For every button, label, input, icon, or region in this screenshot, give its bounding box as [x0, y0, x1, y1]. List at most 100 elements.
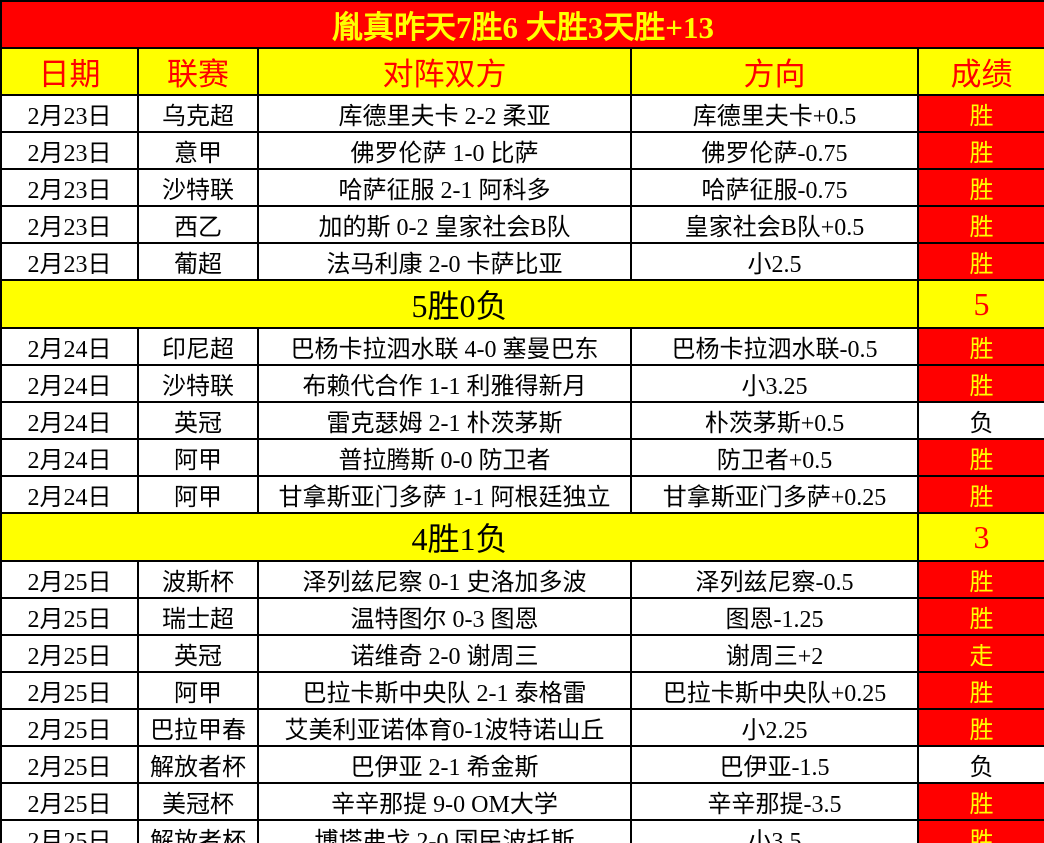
match-cell: 加的斯 0-2 皇家社会B队 — [257, 205, 632, 244]
table-row: 2月25日 阿甲 巴拉卡斯中央队 2-1 泰格雷 巴拉卡斯中央队+0.25 胜 — [0, 671, 1044, 710]
table-row: 2月24日 阿甲 普拉腾斯 0-0 防卫者 防卫者+0.5 胜 — [0, 438, 1044, 477]
table-row: 2月25日 美冠杯 辛辛那提 9-0 OM大学 辛辛那提-3.5 胜 — [0, 782, 1044, 821]
date-cell: 2月25日 — [0, 597, 139, 636]
result-cell: 胜 — [916, 438, 1044, 477]
result-cell: 负 — [916, 745, 1044, 784]
league-cell: 葡超 — [137, 242, 259, 281]
league-cell: 乌克超 — [137, 94, 259, 133]
direction-cell: 皇家社会B队+0.5 — [630, 205, 919, 244]
summary-label-cell: 4胜1负 — [0, 512, 919, 562]
league-cell: 阿甲 — [137, 438, 259, 477]
date-cell: 2月25日 — [0, 560, 139, 599]
league-cell: 意甲 — [137, 131, 259, 170]
header-league: 联赛 — [137, 47, 259, 96]
direction-cell: 小3.5 — [630, 819, 919, 843]
league-cell: 阿甲 — [137, 475, 259, 514]
table-row: 2月23日 意甲 佛罗伦萨 1-0 比萨 佛罗伦萨-0.75 胜 — [0, 131, 1044, 170]
league-cell: 西乙 — [137, 205, 259, 244]
match-cell: 佛罗伦萨 1-0 比萨 — [257, 131, 632, 170]
table-row: 2月25日 波斯杯 泽列兹尼察 0-1 史洛加多波 泽列兹尼察-0.5 胜 — [0, 560, 1044, 599]
direction-cell: 辛辛那提-3.5 — [630, 782, 919, 821]
match-cell: 艾美利亚诺体育0-1波特诺山丘 — [257, 708, 632, 747]
header-date: 日期 — [0, 47, 139, 96]
result-cell: 胜 — [916, 327, 1044, 366]
result-cell: 胜 — [916, 671, 1044, 710]
result-cell: 负 — [916, 401, 1044, 440]
table-row: 2月25日 解放者杯 巴伊亚 2-1 希金斯 巴伊亚-1.5 负 — [0, 745, 1044, 784]
table-row: 2月24日 英冠 雷克瑟姆 2-1 朴茨茅斯 朴茨茅斯+0.5 负 — [0, 401, 1044, 440]
result-cell: 胜 — [916, 131, 1044, 170]
table-row: 2月25日 英冠 诺维奇 2-0 谢周三 谢周三+2 走 — [0, 634, 1044, 673]
table-row: 2月25日 巴拉甲春 艾美利亚诺体育0-1波特诺山丘 小2.25 胜 — [0, 708, 1044, 747]
direction-cell: 哈萨征服-0.75 — [630, 168, 919, 207]
table-row: 2月25日 解放者杯 博塔弗戈 2-0 国民波托斯 小3.5 胜 — [0, 819, 1044, 843]
direction-cell: 防卫者+0.5 — [630, 438, 919, 477]
league-cell: 波斯杯 — [137, 560, 259, 599]
result-cell: 胜 — [916, 782, 1044, 821]
match-cell: 温特图尔 0-3 图恩 — [257, 597, 632, 636]
header-result: 成绩 — [916, 47, 1044, 96]
league-cell: 沙特联 — [137, 364, 259, 403]
date-cell: 2月23日 — [0, 168, 139, 207]
result-cell: 胜 — [916, 475, 1044, 514]
date-cell: 2月24日 — [0, 475, 139, 514]
table-row: 2月23日 葡超 法马利康 2-0 卡萨比亚 小2.5 胜 — [0, 242, 1044, 281]
direction-cell: 巴伊亚-1.5 — [630, 745, 919, 784]
header-direction: 方向 — [630, 47, 919, 96]
date-cell: 2月25日 — [0, 819, 139, 843]
league-cell: 印尼超 — [137, 327, 259, 366]
date-cell: 2月25日 — [0, 671, 139, 710]
result-cell: 胜 — [916, 597, 1044, 636]
direction-cell: 巴拉卡斯中央队+0.25 — [630, 671, 919, 710]
table-row: 2月24日 印尼超 巴杨卡拉泗水联 4-0 塞曼巴东 巴杨卡拉泗水联-0.5 胜 — [0, 327, 1044, 366]
direction-cell: 谢周三+2 — [630, 634, 919, 673]
match-cell: 泽列兹尼察 0-1 史洛加多波 — [257, 560, 632, 599]
banner-row: 胤真昨天7胜6 大胜3天胜+13 — [0, 0, 1044, 49]
result-cell: 胜 — [916, 708, 1044, 747]
direction-cell: 库德里夫卡+0.5 — [630, 94, 919, 133]
table-row: 2月23日 西乙 加的斯 0-2 皇家社会B队 皇家社会B队+0.5 胜 — [0, 205, 1044, 244]
header-row: 日期 联赛 对阵双方 方向 成绩 — [0, 47, 1044, 96]
table-row: 2月24日 阿甲 甘拿斯亚门多萨 1-1 阿根廷独立 甘拿斯亚门多萨+0.25 … — [0, 475, 1044, 514]
match-cell: 布赖代合作 1-1 利雅得新月 — [257, 364, 632, 403]
direction-cell: 甘拿斯亚门多萨+0.25 — [630, 475, 919, 514]
direction-cell: 巴杨卡拉泗水联-0.5 — [630, 327, 919, 366]
summary-score-cell: 3 — [916, 512, 1044, 562]
match-cell: 法马利康 2-0 卡萨比亚 — [257, 242, 632, 281]
league-cell: 阿甲 — [137, 671, 259, 710]
result-cell: 胜 — [916, 560, 1044, 599]
match-cell: 辛辛那提 9-0 OM大学 — [257, 782, 632, 821]
match-cell: 巴伊亚 2-1 希金斯 — [257, 745, 632, 784]
summary-label-cell: 5胜0负 — [0, 279, 919, 329]
result-cell: 胜 — [916, 364, 1044, 403]
date-cell: 2月25日 — [0, 708, 139, 747]
result-cell: 胜 — [916, 242, 1044, 281]
date-cell: 2月23日 — [0, 242, 139, 281]
league-cell: 美冠杯 — [137, 782, 259, 821]
direction-cell: 小2.25 — [630, 708, 919, 747]
match-cell: 巴杨卡拉泗水联 4-0 塞曼巴东 — [257, 327, 632, 366]
direction-cell: 泽列兹尼察-0.5 — [630, 560, 919, 599]
date-cell: 2月24日 — [0, 364, 139, 403]
result-cell: 胜 — [916, 94, 1044, 133]
match-cell: 雷克瑟姆 2-1 朴茨茅斯 — [257, 401, 632, 440]
result-cell: 胜 — [916, 168, 1044, 207]
summary-row: 5胜0负 5 — [0, 279, 1044, 329]
table-row: 2月23日 沙特联 哈萨征服 2-1 阿科多 哈萨征服-0.75 胜 — [0, 168, 1044, 207]
table-row: 2月23日 乌克超 库德里夫卡 2-2 柔亚 库德里夫卡+0.5 胜 — [0, 94, 1044, 133]
match-cell: 博塔弗戈 2-0 国民波托斯 — [257, 819, 632, 843]
date-cell: 2月25日 — [0, 745, 139, 784]
league-cell: 解放者杯 — [137, 819, 259, 843]
match-cell: 诺维奇 2-0 谢周三 — [257, 634, 632, 673]
direction-cell: 小2.5 — [630, 242, 919, 281]
league-cell: 解放者杯 — [137, 745, 259, 784]
date-cell: 2月23日 — [0, 131, 139, 170]
league-cell: 沙特联 — [137, 168, 259, 207]
table-row: 2月24日 沙特联 布赖代合作 1-1 利雅得新月 小3.25 胜 — [0, 364, 1044, 403]
match-cell: 库德里夫卡 2-2 柔亚 — [257, 94, 632, 133]
league-cell: 英冠 — [137, 634, 259, 673]
direction-cell: 朴茨茅斯+0.5 — [630, 401, 919, 440]
result-cell: 胜 — [916, 205, 1044, 244]
